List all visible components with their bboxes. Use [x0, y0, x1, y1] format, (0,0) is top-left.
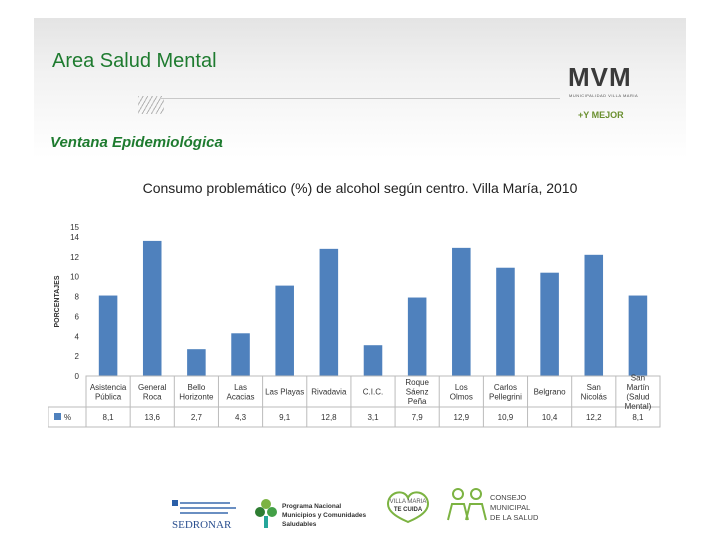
programa-logo: Programa Nacional Municipios y Comunidad…	[255, 499, 367, 528]
legend-entry: %	[64, 413, 71, 422]
bar	[231, 333, 250, 376]
category-label: Carlos	[494, 383, 517, 392]
consejo-municipal-logo: CONSEJO MUNICIPAL DE LA SALUD	[447, 488, 539, 522]
bar	[98, 295, 118, 376]
villa-maria-te-cuida-logo: VILLA MARIA TE CUIDA	[386, 491, 430, 524]
heart-icon	[386, 491, 430, 524]
bar	[584, 254, 604, 376]
category-label: Horizonte	[179, 392, 214, 401]
sedronar-text: SEDRONAR	[172, 519, 232, 531]
data-label: 10,9	[498, 413, 514, 422]
data-label: 8,1	[632, 413, 644, 422]
category-label: Las	[234, 383, 247, 392]
sedronar-line	[180, 502, 230, 504]
data-label: 2,7	[191, 413, 203, 422]
category-label: Mental)	[625, 402, 652, 411]
bar	[540, 272, 559, 376]
category-label: Belgrano	[534, 388, 567, 397]
data-label: 9,1	[279, 413, 291, 422]
data-label: 12,9	[454, 413, 470, 422]
category-label: Pellegrini	[489, 392, 522, 401]
programa-leaf	[267, 507, 277, 517]
category-label: Roque	[405, 378, 429, 387]
data-label: 3,1	[367, 413, 379, 422]
data-label: 7,9	[412, 413, 424, 422]
person-icon	[465, 503, 487, 521]
programa-text-3: Saludables	[282, 521, 317, 528]
bar	[363, 345, 383, 376]
y-tick-label: 10	[70, 273, 79, 282]
municipal-logo-subtitle: MUNICIPALIDAD VILLA MARIA	[569, 93, 639, 98]
consejo-text-1: CONSEJO	[490, 493, 526, 502]
category-label: Bello	[187, 383, 205, 392]
bar	[275, 285, 294, 376]
category-label: Acacias	[227, 392, 255, 401]
category-label: Martín	[627, 383, 650, 392]
data-label: 8,1	[103, 413, 115, 422]
y-tick-label: 14	[70, 233, 79, 242]
sedronar-mark	[172, 500, 178, 506]
category-label: Pública	[95, 392, 122, 401]
y-tick-label: 6	[75, 312, 80, 321]
y-axis-label: PORCENTAJES	[54, 275, 61, 327]
category-label: Nicolás	[581, 392, 607, 401]
sedronar-logo: SEDRONAR	[172, 500, 236, 531]
te-cuida-text: TE CUIDA	[394, 507, 423, 513]
bar	[452, 247, 471, 376]
bar	[496, 267, 515, 376]
bar	[187, 349, 206, 376]
y-tick-label: 8	[75, 293, 80, 302]
bar	[142, 240, 162, 376]
slide-subtitle: Ventana Epidemiológica	[50, 134, 223, 151]
category-label: Olmos	[450, 392, 473, 401]
bar	[319, 248, 339, 376]
sedronar-line	[180, 507, 236, 509]
category-label: General	[138, 383, 167, 392]
data-label: 12,2	[586, 413, 602, 422]
category-label: Las Playas	[265, 388, 304, 397]
data-label: 13,6	[144, 413, 160, 422]
programa-leaf	[255, 507, 265, 517]
y-tick-label: 15	[70, 223, 79, 232]
category-label: San	[631, 373, 645, 382]
person-icon	[470, 488, 482, 500]
header-band	[34, 18, 686, 158]
programa-stem	[264, 516, 268, 528]
category-label: Los	[455, 383, 468, 392]
slide-title: Area Salud Mental	[52, 50, 217, 72]
category-label: San	[587, 383, 601, 392]
programa-text-2: Municipios y Comunidades	[282, 512, 367, 519]
bar	[628, 295, 648, 376]
category-label: Peña	[408, 397, 427, 406]
villa-maria-text: VILLA MARIA	[390, 499, 427, 505]
y-tick-label: 4	[75, 332, 80, 341]
category-label: Rivadavia	[311, 388, 347, 397]
bar	[407, 297, 427, 376]
consejo-text-2: MUNICIPAL	[490, 503, 530, 512]
programa-text-1: Programa Nacional	[282, 503, 341, 510]
mejor-logo: +Y MEJOR	[578, 110, 624, 120]
person-icon	[452, 488, 464, 500]
programa-leaf	[261, 499, 271, 509]
category-label: C.I.C.	[363, 388, 383, 397]
data-label: 10,4	[542, 413, 558, 422]
category-label: Sáenz	[406, 388, 429, 397]
data-label: 4,3	[235, 413, 247, 422]
consejo-text-3: DE LA SALUD	[490, 513, 539, 522]
decorative-hatch	[138, 96, 164, 114]
legend-swatch	[54, 413, 61, 420]
person-icon	[447, 503, 469, 521]
data-label: 12,8	[321, 413, 337, 422]
y-tick-label: 12	[70, 253, 79, 262]
municipal-logo: MVM	[568, 62, 632, 92]
sedronar-line	[180, 512, 228, 514]
category-label: Asistencia	[90, 383, 127, 392]
chart-title: Consumo problemático (%) de alcohol segú…	[142, 180, 578, 196]
category-label: Roca	[143, 392, 162, 401]
header-divider	[160, 98, 560, 99]
y-tick-label: 0	[75, 372, 80, 381]
y-tick-label: 2	[75, 352, 80, 361]
category-label: (Salud	[626, 392, 649, 401]
